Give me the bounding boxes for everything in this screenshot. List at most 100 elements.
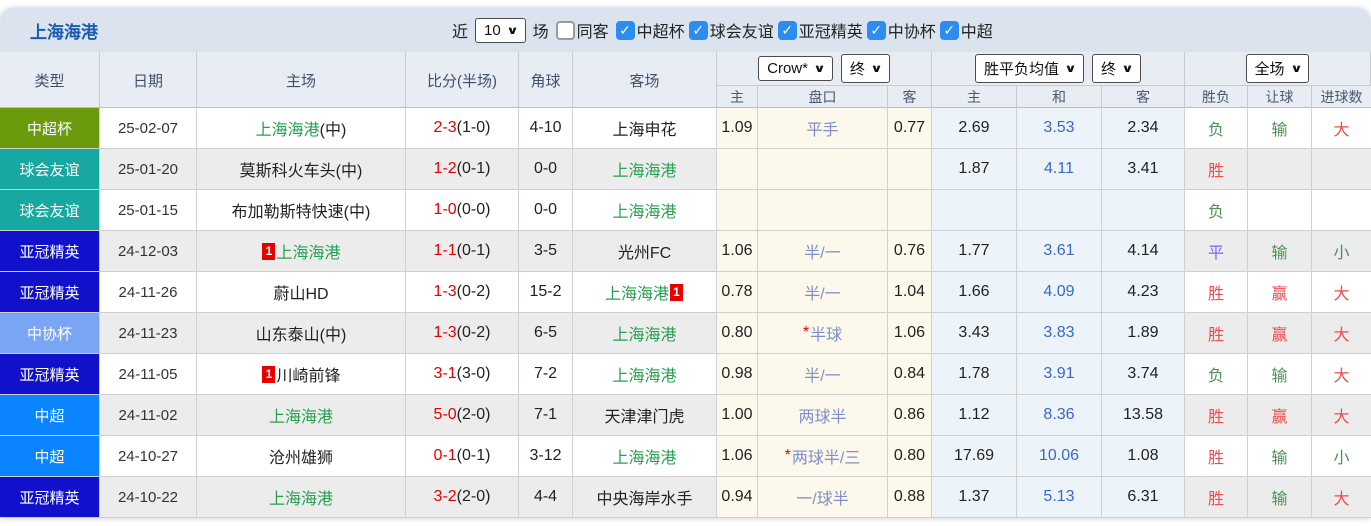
cell-type: 亚冠精英 xyxy=(0,354,100,394)
team-name: 上海海港 xyxy=(612,163,677,180)
cell-avg-home: 1.37 xyxy=(932,477,1017,517)
cell-corners: 15-2 xyxy=(519,272,573,312)
filter-label: 球会友谊 xyxy=(709,24,774,41)
result-word: 小 xyxy=(1333,450,1350,467)
cell-avg-home: 1.12 xyxy=(932,395,1017,435)
fulltime-score: 1-1 xyxy=(433,242,457,259)
cell-avg-away: 1.08 xyxy=(1102,436,1185,476)
result-word: 大 xyxy=(1333,327,1350,344)
cell-odds-away: 1.04 xyxy=(888,272,932,312)
cell-type: 亚冠精英 xyxy=(0,272,100,312)
halftime-score: (3-0) xyxy=(456,365,491,382)
cell-goals xyxy=(1312,190,1371,230)
halftime-score: (1-0) xyxy=(456,119,491,136)
cell-home-team: 1 上海海港 xyxy=(197,231,406,271)
red-card-badge: 1 xyxy=(670,283,683,301)
team-name: 天津津门虎 xyxy=(604,409,685,426)
cell-odds-away: 0.84 xyxy=(888,354,932,394)
cell-handicap-result: 赢 xyxy=(1248,313,1312,353)
cell-handicap: * 半球 xyxy=(758,313,888,353)
league-filter-亚冠精英[interactable]: ✓ 亚冠精英 xyxy=(777,18,863,42)
cell-corners: 6-5 xyxy=(519,313,573,353)
avg-type-select[interactable]: 胜平负均值 ∨ xyxy=(975,54,1084,83)
cell-goals: 小 xyxy=(1312,436,1371,476)
avg-stage-select[interactable]: 终 ∨ xyxy=(1092,54,1141,83)
cell-avg-away: 2.34 xyxy=(1102,108,1185,148)
league-filter-球会友谊[interactable]: ✓ 球会友谊 xyxy=(688,18,774,42)
checkbox-unchecked-icon[interactable] xyxy=(555,20,575,40)
league-filter-中协杯[interactable]: ✓ 中协杯 xyxy=(866,18,936,42)
cell-away-team: 上海海港 xyxy=(573,436,717,476)
odds-stage-select[interactable]: 终 ∨ xyxy=(840,54,890,83)
team-name: 上海申花 xyxy=(612,122,677,139)
cell-goals: 大 xyxy=(1312,108,1371,148)
checkbox-checked-icon[interactable]: ✓ xyxy=(866,20,886,40)
result-word: 输 xyxy=(1271,122,1288,139)
cell-corners: 4-10 xyxy=(519,108,573,148)
sub-header-goals: 进球数 xyxy=(1320,89,1363,105)
cell-odds-home: 1.06 xyxy=(717,231,758,271)
table-row: 球会友谊 25-01-15 布加勒斯特快速 (中) 1-0 (0-0) 0-0 上海海港负 xyxy=(0,190,1371,231)
odds-company-value: Crow* xyxy=(767,60,808,77)
cell-odds-home: 1.06 xyxy=(717,436,758,476)
cell-odds-away: 0.86 xyxy=(888,395,932,435)
cell-avg-home: 1.87 xyxy=(932,149,1017,189)
team-name: 莫斯科火车头 xyxy=(239,163,336,180)
table-row: 中协杯 24-11-23 山东泰山 (中) 1-3 (0-2) 6-5 上海海港 0.80 * 半球… xyxy=(0,313,1371,354)
chevron-down-icon: ∨ xyxy=(1121,63,1134,75)
team-name: 山东泰山 xyxy=(255,327,320,344)
cell-score: 1-1 (0-1) xyxy=(406,231,519,271)
same-venue-filter[interactable]: 同客 xyxy=(555,18,609,42)
cell-date: 25-01-15 xyxy=(100,190,197,230)
sub-header-odds-home: 主 xyxy=(717,86,758,108)
cell-date: 24-12-03 xyxy=(100,231,197,271)
col-header-corners: 角球 xyxy=(519,52,573,108)
cell-handicap-result: 输 xyxy=(1248,477,1312,517)
filter-controls: 近 10 ∨ 场 同客 ✓ 中超杯 ✓ 球会友谊 ✓ 亚冠精英 ✓ 中协杯 ✓ 中超 xyxy=(452,8,993,52)
cell-away-team: 光州FC xyxy=(573,231,717,271)
recent-count-select[interactable]: 10 ∨ xyxy=(475,17,526,43)
cell-home-team: 莫斯科火车头 (中) xyxy=(197,149,406,189)
cell-handicap xyxy=(758,149,888,189)
cell-handicap: 半/一 xyxy=(758,231,888,271)
cell-home-team: 1 川崎前锋 xyxy=(197,354,406,394)
table-header: 类型 日期 主场 比分(半场) 角球 客场 Crow* ∨ 终 ∨ 胜平负均值 … xyxy=(0,52,1371,108)
halftime-score: (0-1) xyxy=(456,160,491,177)
team-name: 中央海岸水手 xyxy=(596,491,693,508)
fulltime-score: 1-3 xyxy=(433,283,457,300)
league-filter-中超[interactable]: ✓ 中超 xyxy=(939,18,993,42)
checkbox-checked-icon[interactable]: ✓ xyxy=(939,20,959,40)
cell-odds-home: 0.78 xyxy=(717,272,758,312)
cell-odds-away: 1.06 xyxy=(888,313,932,353)
cell-avg-draw: 3.83 xyxy=(1017,313,1102,353)
cell-home-team: 蔚山HD xyxy=(197,272,406,312)
cell-corners: 3-12 xyxy=(519,436,573,476)
cell-handicap: 两球半 xyxy=(758,395,888,435)
cell-avg-draw: 3.91 xyxy=(1017,354,1102,394)
cell-result: 负 xyxy=(1185,354,1248,394)
league-filter-中超杯[interactable]: ✓ 中超杯 xyxy=(615,18,685,42)
result-word: 负 xyxy=(1207,122,1224,139)
cell-date: 24-11-02 xyxy=(100,395,197,435)
cell-score: 5-0 (2-0) xyxy=(406,395,519,435)
odds-company-select[interactable]: Crow* ∨ xyxy=(758,56,833,81)
league-filters: ✓ 中超杯 ✓ 球会友谊 ✓ 亚冠精英 ✓ 中协杯 ✓ 中超 xyxy=(615,18,993,42)
checkbox-checked-icon[interactable]: ✓ xyxy=(615,20,635,40)
cell-home-team: 上海海港 xyxy=(197,477,406,517)
cell-type: 中超 xyxy=(0,436,100,476)
cell-avg-draw: 4.11 xyxy=(1017,149,1102,189)
checkbox-checked-icon[interactable]: ✓ xyxy=(688,20,708,40)
team-name: 川崎前锋 xyxy=(276,368,341,385)
chevron-down-icon: ∨ xyxy=(870,63,883,75)
fulltime-score: 3-2 xyxy=(433,488,457,505)
scope-select[interactable]: 全场 ∨ xyxy=(1245,54,1310,83)
cell-avg-away: 1.89 xyxy=(1102,313,1185,353)
matches-label: 场 xyxy=(532,24,549,41)
filter-label: 中协杯 xyxy=(887,24,936,41)
cell-type: 亚冠精英 xyxy=(0,231,100,271)
cell-odds-away: 0.76 xyxy=(888,231,932,271)
checkbox-checked-icon[interactable]: ✓ xyxy=(777,20,797,40)
cell-avg-away: 13.58 xyxy=(1102,395,1185,435)
table-body: 中超杯 25-02-07 上海海港 (中) 2-3 (1-0) 4-10 上海申花 1.09 平手… xyxy=(0,108,1371,518)
cell-away-team: 上海海港 xyxy=(573,149,717,189)
